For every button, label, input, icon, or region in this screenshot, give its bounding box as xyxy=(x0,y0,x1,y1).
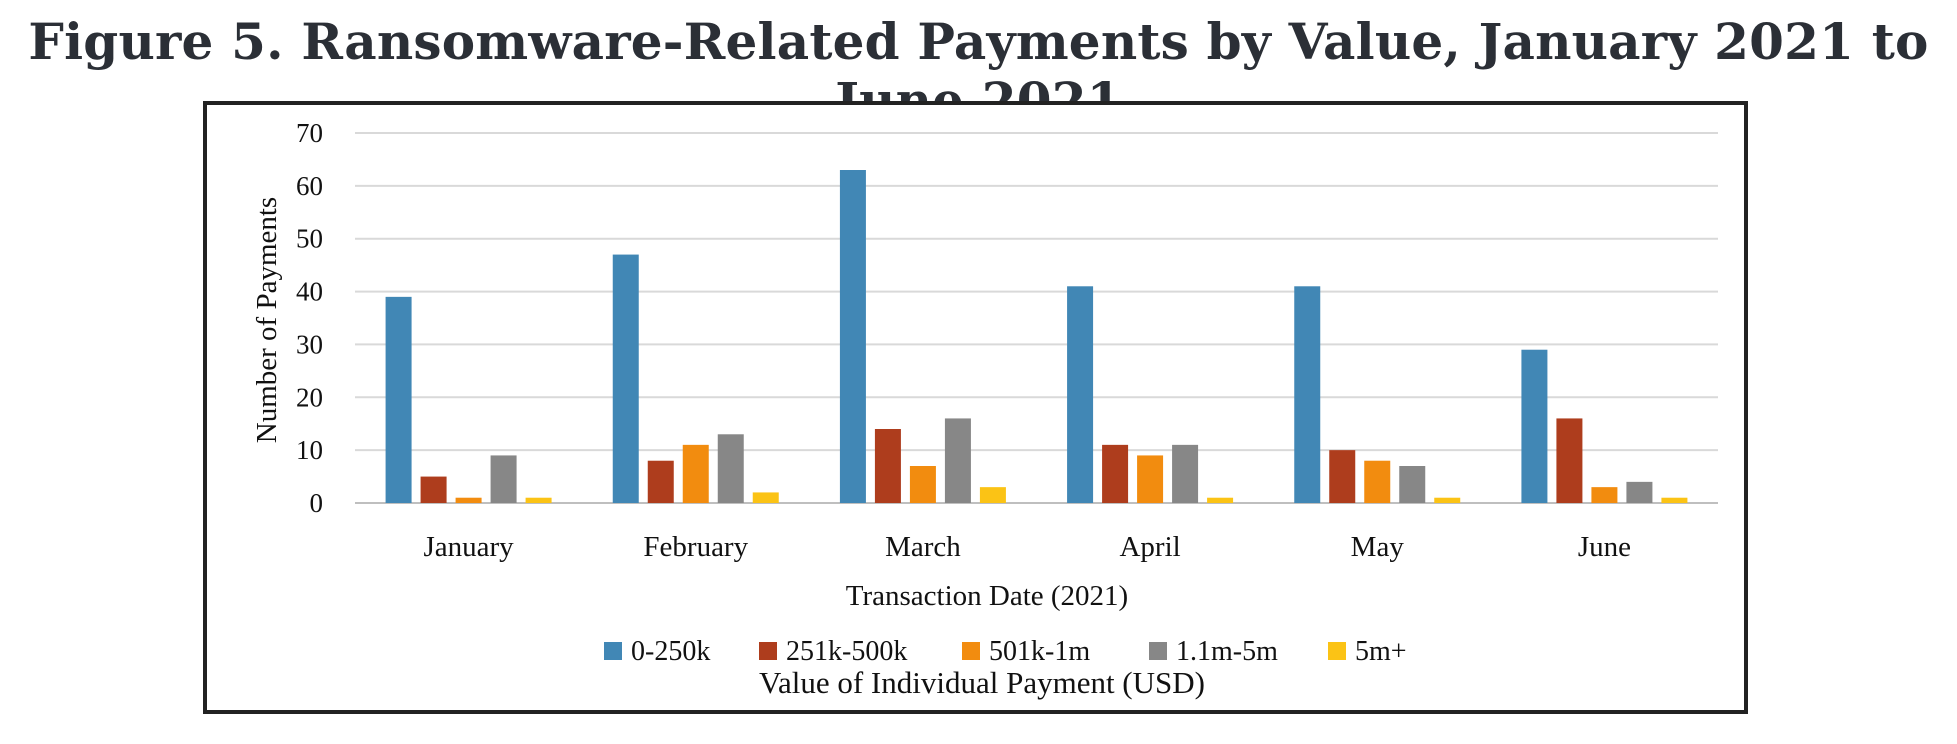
bar xyxy=(612,254,639,503)
y-tick-label: 20 xyxy=(296,382,323,412)
bar xyxy=(1434,497,1461,503)
bar xyxy=(1626,481,1653,503)
bar xyxy=(1329,450,1356,503)
y-axis-ticks: 0 10 20 30 40 50 60 70 xyxy=(296,118,323,518)
bar xyxy=(979,487,1006,503)
legend-label: 5m+ xyxy=(1355,636,1407,667)
x-axis-categories: January February March April May June xyxy=(423,531,1631,563)
legend-label: 1.1m-5m xyxy=(1176,636,1278,667)
y-axis-title: Number of Payments xyxy=(251,197,283,443)
y-tick-label: 10 xyxy=(296,435,323,465)
x-category-label: June xyxy=(1578,531,1631,563)
x-axis-title: Transaction Date (2021) xyxy=(846,580,1128,612)
bar xyxy=(1591,487,1618,503)
figure-title: Figure 5. Ransomware-Related Payments by… xyxy=(28,12,1929,130)
legend-swatch xyxy=(1328,642,1346,660)
bar xyxy=(420,476,447,503)
bar xyxy=(1102,444,1129,503)
x-category-label: February xyxy=(643,531,748,563)
legend-label: 501k-1m xyxy=(989,636,1090,667)
gridlines xyxy=(355,132,1718,504)
bar xyxy=(1294,286,1321,503)
bar xyxy=(682,444,709,503)
bar xyxy=(525,497,552,503)
y-tick-label: 70 xyxy=(296,118,323,148)
bar xyxy=(1067,286,1094,503)
legend-swatch xyxy=(759,642,777,660)
bar xyxy=(1207,497,1234,503)
bar xyxy=(455,497,482,503)
bars xyxy=(385,170,1688,503)
bar xyxy=(909,466,936,503)
bar xyxy=(944,418,971,503)
legend-swatch xyxy=(962,642,980,660)
bar xyxy=(647,460,674,503)
y-tick-label: 40 xyxy=(296,277,323,307)
y-tick-label: 50 xyxy=(296,224,323,254)
legend-swatch xyxy=(1149,642,1167,660)
legend-label: 251k-500k xyxy=(786,636,907,667)
x-category-label: January xyxy=(423,531,514,563)
bar xyxy=(874,429,901,503)
chart-frame xyxy=(203,101,1748,714)
x-category-label: May xyxy=(1351,531,1405,563)
bar xyxy=(1661,497,1688,503)
bar xyxy=(1399,466,1426,503)
y-tick-label: 30 xyxy=(296,329,323,359)
bar xyxy=(385,296,412,503)
bar xyxy=(1172,444,1199,503)
bar xyxy=(839,170,866,503)
bar xyxy=(1364,460,1391,503)
y-tick-label: 0 xyxy=(310,488,324,518)
bar xyxy=(1137,455,1164,503)
x-category-label: March xyxy=(885,531,961,563)
x-category-label: April xyxy=(1119,531,1180,563)
bar xyxy=(752,492,779,503)
legend: 0-250k 251k-500k 501k-1m 1.1m-5m 5m+ xyxy=(604,636,1407,667)
legend-title: Value of Individual Payment (USD) xyxy=(759,665,1205,700)
bar xyxy=(490,455,517,503)
bar xyxy=(717,434,744,503)
legend-label: 0-250k xyxy=(631,636,710,667)
legend-swatch xyxy=(604,642,622,660)
bar xyxy=(1521,349,1548,503)
bar xyxy=(1556,418,1583,503)
y-tick-label: 60 xyxy=(296,171,323,201)
